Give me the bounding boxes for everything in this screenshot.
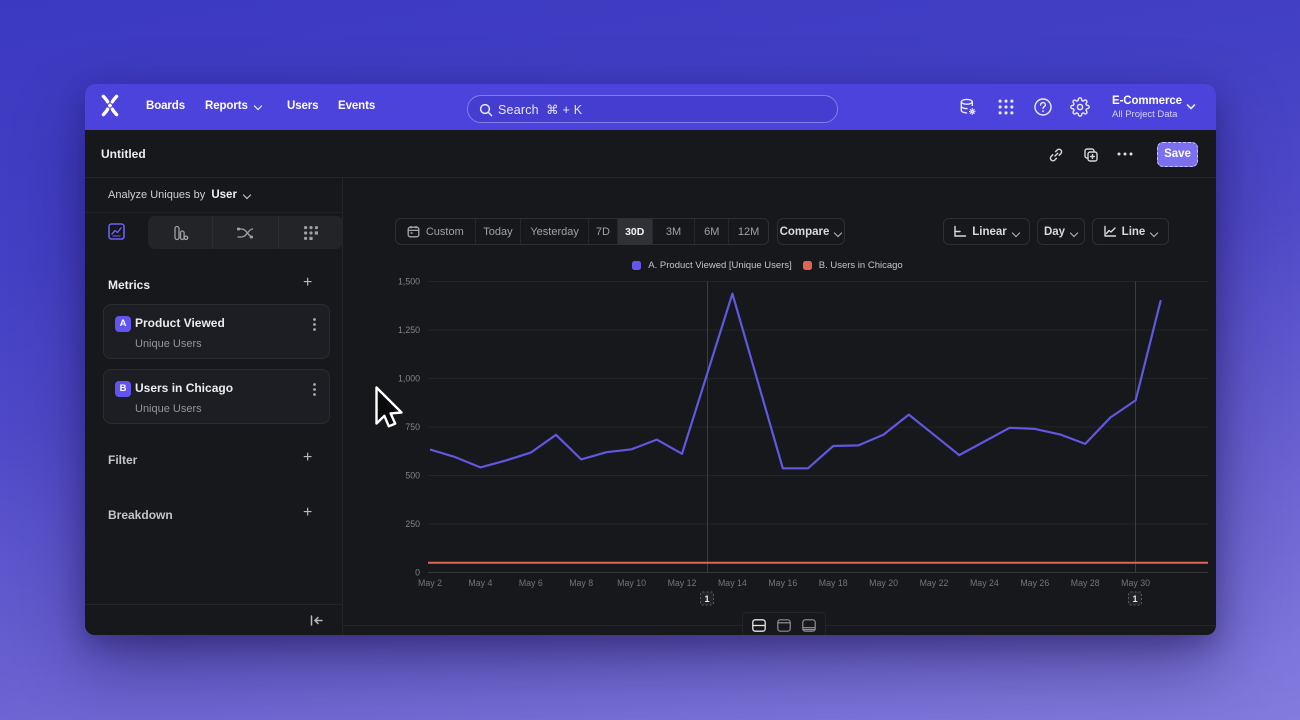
svg-text:May 14: May 14 <box>718 578 747 588</box>
svg-text:May 6: May 6 <box>519 578 543 588</box>
svg-text:May 22: May 22 <box>920 578 949 588</box>
svg-text:May 8: May 8 <box>569 578 593 588</box>
svg-text:1: 1 <box>704 594 709 604</box>
svg-text:500: 500 <box>405 471 420 481</box>
svg-text:May 4: May 4 <box>468 578 492 588</box>
svg-text:May 12: May 12 <box>668 578 697 588</box>
svg-text:250: 250 <box>405 519 420 529</box>
svg-text:May 2: May 2 <box>418 578 442 588</box>
svg-text:1: 1 <box>1132 594 1137 604</box>
svg-text:May 20: May 20 <box>869 578 898 588</box>
svg-text:May 28: May 28 <box>1071 578 1100 588</box>
svg-text:May 26: May 26 <box>1020 578 1049 588</box>
svg-text:1,500: 1,500 <box>398 277 420 287</box>
svg-text:May 10: May 10 <box>617 578 646 588</box>
svg-text:May 16: May 16 <box>768 578 797 588</box>
svg-text:1,000: 1,000 <box>398 374 420 384</box>
svg-text:1,250: 1,250 <box>398 325 420 335</box>
svg-text:May 18: May 18 <box>819 578 848 588</box>
svg-text:May 30: May 30 <box>1121 578 1150 588</box>
svg-text:May 24: May 24 <box>970 578 999 588</box>
svg-text:0: 0 <box>415 568 420 578</box>
svg-text:750: 750 <box>405 422 420 432</box>
